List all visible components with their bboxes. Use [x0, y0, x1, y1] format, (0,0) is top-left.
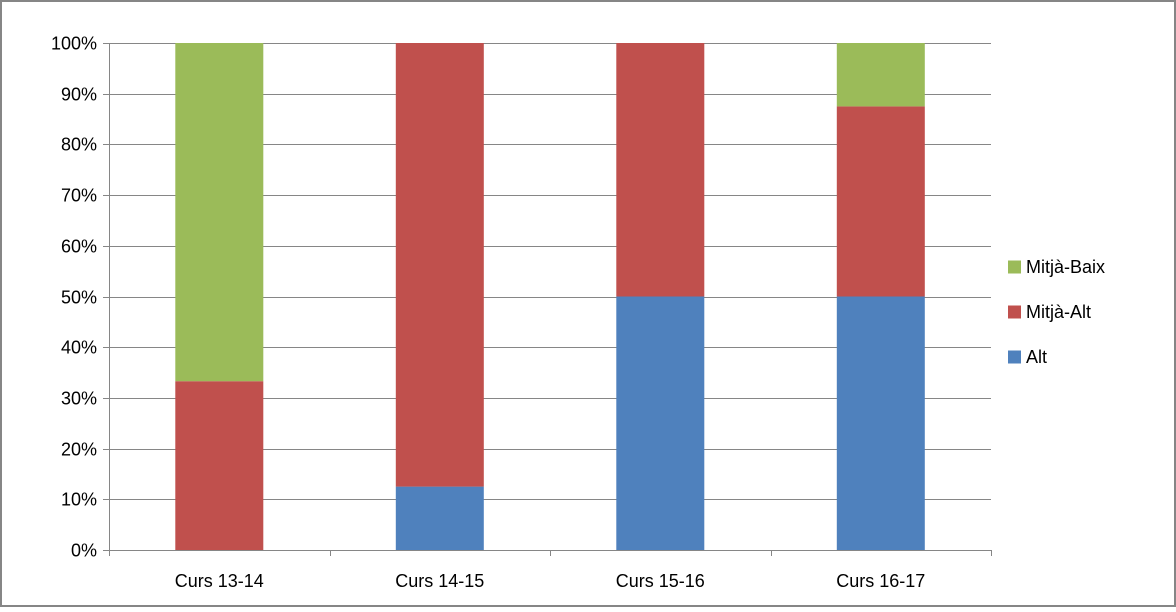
y-tick-label: 50%: [61, 288, 97, 308]
bar-segment: [836, 43, 925, 107]
y-tick-label: 20%: [61, 440, 97, 460]
bar-segment: [175, 381, 264, 550]
x-tick-label: Curs 16-17: [836, 571, 925, 591]
legend: Mitjà-Baix Mitjà-Alt Alt: [1008, 257, 1105, 367]
y-axis-tick-labels: 0% 10% 20% 30% 40% 50% 60% 70% 80% 90% 100%: [51, 34, 97, 561]
x-tick-label: Curs 14-15: [395, 571, 484, 591]
legend-swatch: [1008, 260, 1021, 274]
bar-segment: [175, 43, 264, 382]
x-axis-tick-labels: Curs 13-14 Curs 14-15 Curs 15-16 Curs 16-17: [175, 571, 926, 591]
legend-swatch: [1008, 305, 1021, 319]
y-tick-label: 0%: [71, 541, 97, 561]
y-tick-label: 80%: [61, 135, 97, 155]
bar-segment: [395, 486, 484, 550]
bar-segment: [836, 106, 925, 297]
legend-label: Alt: [1026, 347, 1047, 367]
y-tick-label: 40%: [61, 338, 97, 358]
y-tick-label: 10%: [61, 490, 97, 510]
x-tick-label: Curs 13-14: [175, 571, 264, 591]
legend-label: Mitjà-Baix: [1026, 257, 1105, 277]
bar-segment: [616, 296, 705, 550]
y-tick-label: 90%: [61, 85, 97, 105]
y-tick-label: 100%: [51, 34, 97, 54]
y-tick-label: 60%: [61, 237, 97, 257]
bar-segment: [616, 43, 705, 297]
legend-swatch: [1008, 350, 1021, 364]
bar-segment: [836, 296, 925, 550]
y-tick-label: 30%: [61, 389, 97, 409]
y-tick-label: 70%: [61, 186, 97, 206]
bar-segment: [395, 43, 484, 487]
axes-group: [103, 43, 992, 556]
legend-label: Mitjà-Alt: [1026, 302, 1091, 322]
x-tick-label: Curs 15-16: [616, 571, 705, 591]
bars-group: [175, 43, 925, 550]
